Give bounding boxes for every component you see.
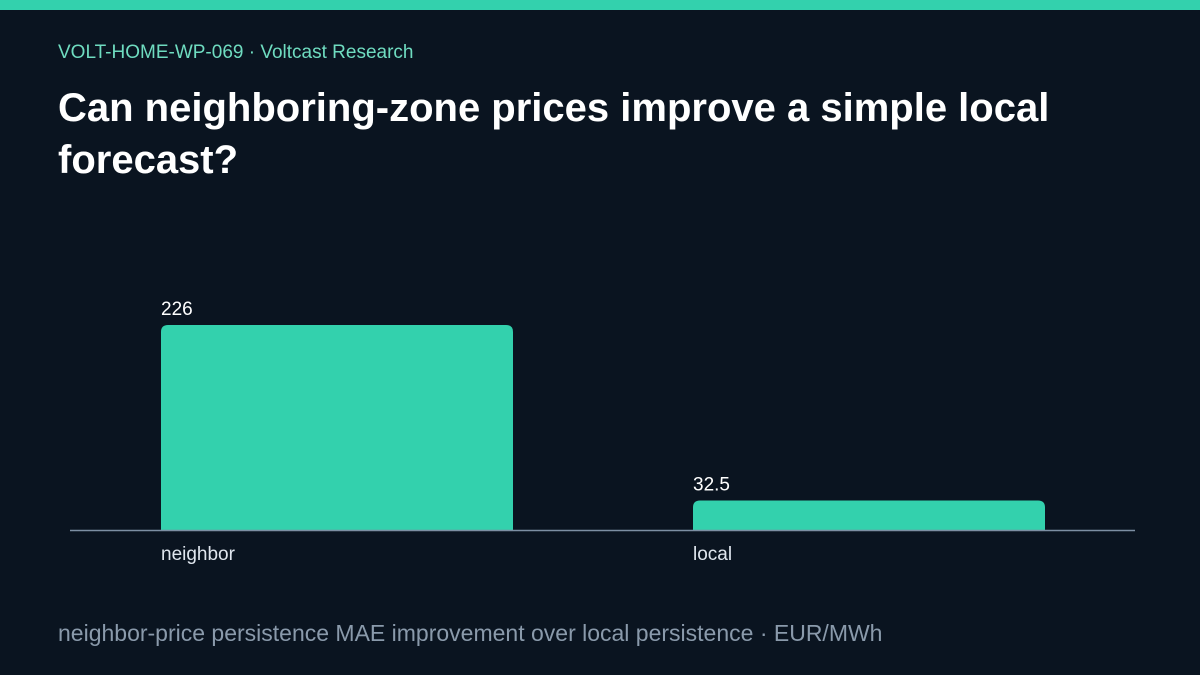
bar-local bbox=[693, 500, 1045, 530]
category-label-local: local bbox=[693, 544, 732, 565]
chart-title: Can neighboring-zone prices improve a si… bbox=[58, 86, 1050, 182]
category-label-neighbor: neighbor bbox=[161, 544, 236, 565]
top-accent-bar bbox=[0, 0, 1200, 10]
data-label-local: 32.5 bbox=[693, 475, 730, 496]
bar-neighbor bbox=[161, 325, 513, 530]
chart-footnote: neighbor-price persistence MAE improveme… bbox=[58, 620, 883, 646]
data-label-neighbor: 226 bbox=[161, 299, 193, 320]
report-eyebrow: VOLT-HOME-WP-069 · Voltcast Research bbox=[58, 42, 414, 63]
